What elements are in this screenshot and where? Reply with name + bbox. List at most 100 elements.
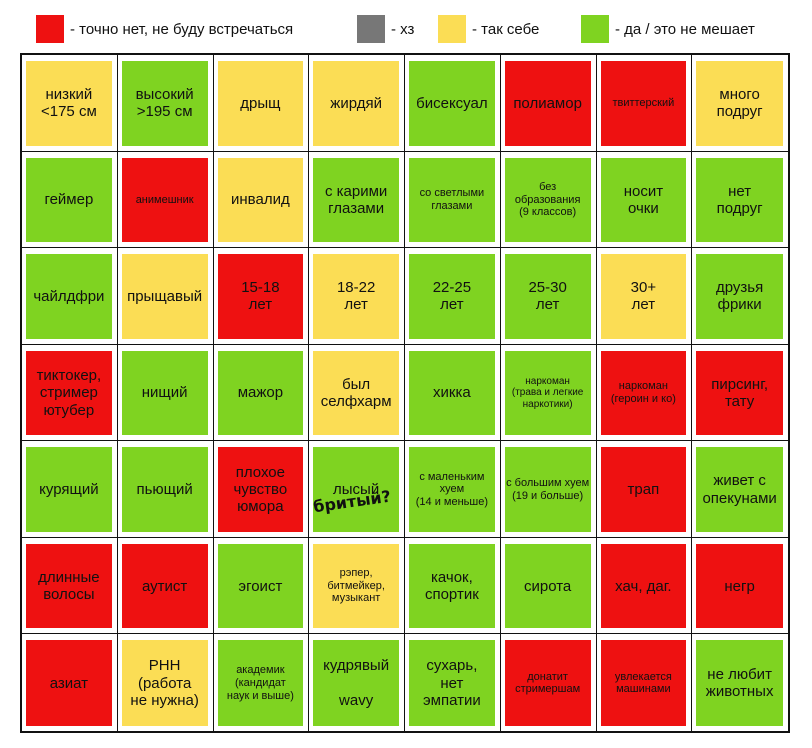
cell-color-fill: твиттерский xyxy=(600,61,687,146)
grid-cell: рэпер, битмейкер, музыкант xyxy=(309,537,405,635)
grid-cell: наркоман (трава и легкие наркотики) xyxy=(500,344,597,442)
grid-cell: бисексуал xyxy=(405,55,501,152)
cell-color-fill: инвалид xyxy=(217,157,304,243)
grid-cell: низкий <175 см xyxy=(22,55,118,152)
cell-color-fill: 22-25 лет xyxy=(409,254,495,339)
legend-item-gray: - хз xyxy=(357,14,414,44)
cell-label: курящий xyxy=(39,480,99,498)
cell-label: РНН (работа не нужна) xyxy=(130,657,199,709)
grid-cell: 15-18 лет xyxy=(213,248,310,345)
grid-cell: аутист xyxy=(117,537,214,635)
grid-cell: твиттерский xyxy=(596,55,693,152)
grid-cell: увлекается машинами xyxy=(597,634,693,731)
grid-cell: дрыщ xyxy=(213,55,310,152)
cell-color-fill: 30+ лет xyxy=(600,254,687,339)
grid-cell: нет подруг xyxy=(692,152,788,249)
cell-label: 15-18 лет xyxy=(241,279,280,314)
cell-color-fill: длинные волосы xyxy=(26,543,112,629)
cell-label: нет подруг xyxy=(716,182,763,217)
cell-color-fill: кудрявый wavy xyxy=(313,640,399,726)
grid-cell: чайлдфри xyxy=(22,248,118,345)
cell-color-fill: со светлыми глазами xyxy=(409,157,495,243)
trait-grid: низкий <175 см высокий >195 см дрыщ жирдяй б… xyxy=(20,53,790,733)
grid-cell: РНН (работа не нужна) xyxy=(118,634,214,731)
cell-label: эгоист xyxy=(238,577,283,595)
cell-color-fill: бисексуал xyxy=(409,61,495,146)
cell-color-fill: рэпер, битмейкер, музыкант xyxy=(313,543,399,629)
cell-label: с большим хуем (19 и больше) xyxy=(506,476,590,502)
grid-cell: 25-30 лет xyxy=(500,248,597,345)
grid-cell: нищий xyxy=(117,344,214,442)
cell-label: инвалид xyxy=(231,191,290,209)
grid-cell: эгоист xyxy=(213,537,310,635)
cell-label: наркоман (героин и ко) xyxy=(610,380,676,405)
cell-color-fill: пьющий xyxy=(121,447,208,532)
cell-label: азиат xyxy=(49,674,89,692)
cell-label: высокий >195 см xyxy=(135,86,194,121)
cell-color-fill: полиамор xyxy=(504,61,591,146)
cell-color-fill: с большим хуем (19 и больше) xyxy=(504,447,591,532)
cell-color-fill: плохое чувство юмора xyxy=(217,447,304,532)
grid-cell: инвалид xyxy=(213,151,310,249)
grid-cell: сирота xyxy=(500,537,597,635)
cell-label: тиктокер, стример ютубер xyxy=(36,367,102,419)
legend-label-gray: - хз xyxy=(391,20,415,38)
cell-label: нищий xyxy=(141,384,188,402)
cell-label: низкий <175 см xyxy=(40,86,97,121)
grid-cell: плохое чувство юмора xyxy=(213,441,310,538)
cell-color-fill: эгоист xyxy=(217,543,304,629)
grid-cell: 18-22 лет xyxy=(309,248,405,345)
cell-label: носит очки xyxy=(623,182,664,217)
grid-cell: без образования (9 классов) xyxy=(500,151,597,249)
cell-color-fill: увлекается машинами xyxy=(600,640,687,726)
cell-color-fill: чайлдфри xyxy=(26,254,112,339)
grid-cell: хач, даг. xyxy=(596,537,693,635)
cell-color-fill: наркоман (трава и легкие наркотики) xyxy=(504,350,591,436)
cell-label: аутист xyxy=(141,577,188,595)
grid-cell: пьющий xyxy=(117,441,214,538)
grid-cell: полиамор xyxy=(500,55,597,152)
grid-cell: 22-25 лет xyxy=(405,248,501,345)
cell-color-fill: хикка xyxy=(409,350,495,436)
cell-label: без образования (9 классов) xyxy=(514,180,581,219)
grid-cell: пирсинг, тату xyxy=(692,345,788,442)
grid-cell: носит очки xyxy=(596,151,693,249)
cell-color-fill: носит очки xyxy=(600,157,687,243)
grid-cell: наркоман (героин и ко) xyxy=(596,344,693,442)
grid-cell: был селфхарм xyxy=(309,344,405,442)
cell-color-fill: живет с опекунами xyxy=(696,447,783,532)
legend-item-red: - точно нет, не буду встречаться xyxy=(36,14,293,44)
cell-label: с маленьким хуем (14 и меньше) xyxy=(415,470,488,508)
grid-cell: кудрявый wavy xyxy=(309,634,405,731)
cell-label: сухарь, нет эмпатии xyxy=(423,657,481,709)
cell-color-fill: дрыщ xyxy=(217,61,304,146)
grid-cell: академик (кандидат наук и выше) xyxy=(214,634,310,731)
legend: - точно нет, не буду встречаться - хз - … xyxy=(0,0,812,50)
grid-cell: много подруг xyxy=(692,55,788,152)
cell-color-fill: сухарь, нет эмпатии xyxy=(409,640,495,726)
grid-cell: с большим хуем (19 и больше) xyxy=(500,441,597,538)
cell-label: 30+ лет xyxy=(630,279,657,314)
cell-label: чайлдфри xyxy=(33,287,105,305)
cell-color-fill: трап xyxy=(600,447,687,532)
cell-label: лысый xyxy=(333,480,380,498)
legend-swatch-gray xyxy=(357,15,385,43)
cell-label: сирота xyxy=(523,577,572,595)
cell-color-fill: с маленьким хуем (14 и меньше) xyxy=(409,447,495,532)
cell-label: 25-30 лет xyxy=(528,279,567,314)
cell-color-fill: азиат xyxy=(26,640,112,726)
grid-cell: мажор xyxy=(213,344,310,442)
cell-color-fill: наркоман (героин и ко) xyxy=(600,350,687,436)
cell-label: со светлыми глазами xyxy=(419,187,485,212)
cell-color-fill: нет подруг xyxy=(696,157,783,243)
legend-label-green: - да / это не мешает xyxy=(615,20,755,38)
cell-label: пирсинг, тату xyxy=(711,375,769,410)
grid-cell: трап xyxy=(596,441,693,538)
legend-swatch-yellow xyxy=(438,15,466,43)
cell-label: плохое чувство юмора xyxy=(233,463,288,516)
cell-label: анимешник xyxy=(135,193,194,206)
cell-label: качок, спортик xyxy=(424,568,479,604)
cell-color-fill: пирсинг, тату xyxy=(696,350,783,436)
cell-color-fill: друзья фрики xyxy=(696,254,783,339)
cell-color-fill: качок, спортик xyxy=(409,543,495,629)
